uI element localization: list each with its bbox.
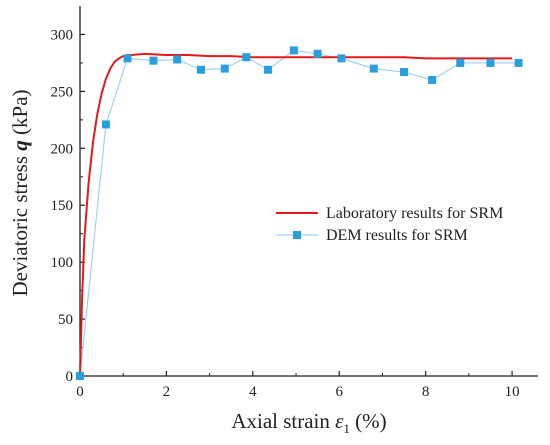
y-tick-label: 300 xyxy=(51,27,74,43)
y-tick-label: 0 xyxy=(66,369,74,385)
data-point-dem xyxy=(514,58,523,67)
y-tick-label: 250 xyxy=(51,84,74,100)
data-point-dem xyxy=(123,54,132,63)
data-point-dem xyxy=(369,64,378,73)
x-axis-title: Axial strain ε1 (%) xyxy=(231,409,386,436)
data-point-dem xyxy=(486,58,495,67)
data-point-dem xyxy=(101,120,110,129)
data-point-dem xyxy=(313,49,322,58)
legend-label-dem: DEM results for SRM xyxy=(326,227,468,244)
x-tick-label: 0 xyxy=(76,384,84,400)
series-line-dem xyxy=(79,49,519,377)
x-tick-label: 6 xyxy=(335,384,343,400)
data-point-dem xyxy=(76,372,84,380)
data-point-dem xyxy=(337,54,346,63)
y-tick-label: 100 xyxy=(51,255,74,271)
legend-swatch-dem-marker xyxy=(293,231,301,239)
data-point-dem xyxy=(456,58,465,67)
y-tick-label: 150 xyxy=(51,198,74,214)
x-tick-label: 4 xyxy=(249,384,257,400)
data-point-dem xyxy=(220,64,229,73)
data-point-dem xyxy=(289,46,298,55)
data-point-dem xyxy=(173,55,182,64)
x-tick-label: 10 xyxy=(505,384,520,400)
data-point-dem xyxy=(428,76,437,84)
x-tick-label: 8 xyxy=(422,384,430,400)
series-line-laboratory xyxy=(79,52,513,377)
y-axis-title: Deviatoric stress q (kPa) xyxy=(8,89,32,296)
data-point-dem xyxy=(196,65,205,74)
legend-label-laboratory: Laboratory results for SRM xyxy=(326,205,503,222)
y-tick-label: 200 xyxy=(51,141,74,157)
data-point-dem xyxy=(263,65,272,74)
data-point-dem xyxy=(400,68,409,77)
data-point-dem xyxy=(242,53,251,62)
data-point-dem xyxy=(149,56,158,65)
y-tick-label: 50 xyxy=(58,312,73,328)
x-tick-label: 2 xyxy=(163,384,171,400)
